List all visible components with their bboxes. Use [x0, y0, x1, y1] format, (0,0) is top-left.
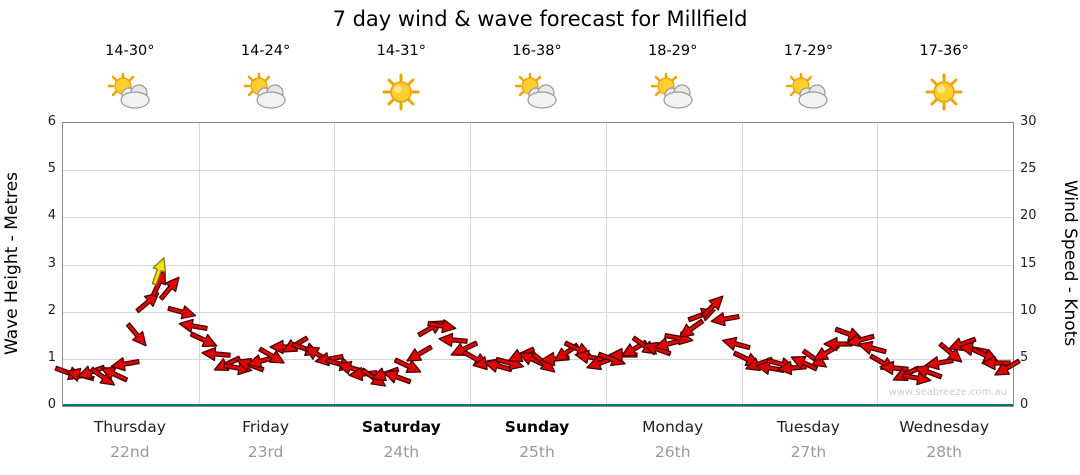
wind-arrow: [674, 313, 708, 343]
hgridline: [63, 217, 1013, 219]
watermark: www.seabreeze.com.au: [888, 387, 1007, 398]
sun-cloud-icon: [243, 72, 286, 109]
wind-arrow: [719, 332, 752, 355]
hgridline: [63, 264, 1013, 266]
temperature-range: 17-36°: [919, 43, 969, 59]
wind-arrow: [990, 354, 1024, 383]
weather-icon-slot: [242, 72, 290, 112]
wind-arrow: [855, 336, 888, 359]
wind-arrow: [708, 309, 740, 330]
wind-arrow: [187, 326, 221, 353]
wind-arrow: [844, 328, 877, 351]
day-date: 25th: [519, 443, 555, 461]
left-tick-label: 5: [47, 161, 56, 177]
day-date: 27th: [790, 443, 827, 461]
wind-arrow: [934, 337, 967, 369]
temperature-range: 14-30°: [105, 43, 155, 59]
forecast-chart: www.seabreeze.com.au: [54, 122, 1022, 407]
sun-cloud-icon: [107, 72, 150, 109]
wind-arrow: [109, 353, 141, 374]
sun-icon: [925, 73, 963, 111]
day-date: 23rd: [247, 443, 284, 461]
wind-arrow: [438, 331, 469, 350]
right-tick-label: 20: [1020, 208, 1037, 224]
day-date: 28th: [926, 443, 962, 461]
hgridline: [63, 170, 1013, 172]
right-tick-label: 10: [1020, 302, 1037, 318]
sun-cloud-icon: [514, 72, 557, 109]
wind-arrow: [426, 315, 458, 336]
wind-arrow: [155, 271, 187, 304]
wind-arrow: [97, 360, 131, 387]
wind-arrow: [901, 367, 933, 388]
right-tick-label: 0: [1020, 397, 1029, 412]
day-date: 26th: [654, 443, 691, 461]
right-tick-label: 30: [1020, 114, 1037, 129]
weather-icon-slot: [377, 72, 425, 112]
left-tick-label: 3: [47, 255, 56, 271]
highlight-wind-arrow: [146, 255, 171, 289]
right-axis-title: Wind Speed - Knots: [1060, 180, 1080, 347]
left-tick-label: 2: [47, 302, 56, 318]
temperature-range: 14-31°: [376, 43, 426, 59]
temperature-range: 18-29°: [648, 43, 698, 59]
right-tick-label: 15: [1020, 255, 1037, 271]
right-tick-label: 25: [1020, 161, 1037, 177]
weather-icon-slot: [784, 72, 832, 112]
page-title: 7 day wind & wave forecast for Millfield: [332, 7, 748, 31]
left-tick-label: 0: [47, 397, 56, 412]
wind-arrow: [391, 353, 425, 380]
temperature-range: 17-29°: [783, 43, 834, 59]
weather-icon-slot: [920, 72, 968, 112]
temperature-range: 16-38°: [512, 43, 562, 59]
day-name: Tuesday: [776, 418, 840, 436]
day-date: 22nd: [110, 443, 150, 461]
wind-arrow: [402, 340, 436, 369]
wind-arrow: [697, 290, 730, 323]
wind-arrow: [121, 319, 153, 352]
day-date: 24th: [383, 443, 420, 461]
left-axis-title: Wave Height - Metres: [2, 172, 22, 355]
temperature-range: 14-24°: [240, 43, 291, 59]
wind-arrow: [200, 345, 231, 364]
wind-arrow: [640, 337, 674, 362]
day-name: Monday: [642, 418, 704, 436]
sun-cloud-icon: [650, 72, 693, 109]
wind-arrow: [879, 359, 910, 378]
sun-cloud-icon: [786, 72, 829, 109]
left-tick-label: 4: [47, 208, 56, 224]
wind-arrow: [981, 355, 1011, 371]
wind-arrow: [255, 342, 289, 371]
wave-height-line: [63, 404, 1013, 406]
wind-arrow: [177, 315, 209, 336]
day-name: Wednesday: [899, 418, 990, 436]
weather-icon-slot: [513, 72, 561, 112]
wind-arrow: [131, 286, 164, 318]
day-name: Friday: [242, 418, 290, 436]
wind-arrow: [380, 364, 414, 389]
hgridline: [63, 311, 1013, 313]
day-name: Saturday: [361, 418, 441, 436]
left-tick-label: 6: [47, 114, 56, 129]
day-name: Thursday: [93, 418, 166, 436]
day-name: Sunday: [504, 418, 570, 436]
left-tick-label: 1: [47, 349, 56, 365]
wind-arrow: [165, 300, 198, 323]
wind-arrow: [222, 358, 254, 379]
sun-icon: [382, 73, 420, 111]
right-tick-label: 5: [1020, 349, 1029, 365]
wind-arrow: [347, 365, 378, 384]
wind-arrow: [86, 362, 120, 392]
weather-icon-slot: [106, 72, 154, 112]
weather-icon-slot: [649, 72, 697, 112]
wind-arrow: [911, 359, 945, 384]
